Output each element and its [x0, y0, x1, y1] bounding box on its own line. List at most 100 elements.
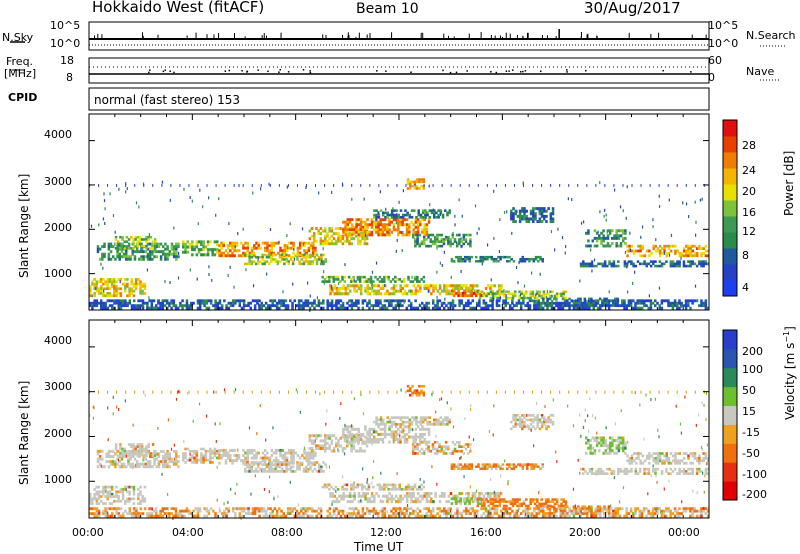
power-cell [281, 251, 284, 255]
power-cell [206, 248, 210, 252]
velocity-cell [253, 454, 256, 458]
power-cell [669, 304, 672, 308]
velocity-cell [350, 425, 354, 429]
power-cell [357, 218, 361, 222]
velocity-cell [119, 488, 123, 491]
velocity-cell [468, 463, 471, 466]
power-speckle [680, 304, 683, 308]
velocity-cell [412, 492, 415, 496]
power-cell [319, 237, 323, 241]
power-cell [376, 278, 379, 281]
power-cell [253, 304, 257, 308]
velocity-cell [411, 485, 415, 489]
power-speckle [608, 290, 610, 294]
power-cell [372, 223, 376, 227]
velocity-cell [166, 452, 169, 456]
power-cell [244, 262, 247, 266]
power-cell [540, 214, 544, 218]
velocity-cell [480, 498, 484, 501]
power-cell [540, 212, 544, 216]
power-cell [368, 230, 372, 234]
power-cell [443, 284, 446, 288]
power-cell [601, 262, 605, 266]
power-cell [518, 290, 521, 293]
power-cell [416, 223, 420, 227]
power-speckle [218, 197, 220, 201]
power-cell [559, 306, 562, 310]
velocity-cell [123, 499, 127, 503]
power-speckle [626, 185, 628, 189]
power-cell [113, 285, 116, 288]
velocity-cell [270, 467, 273, 471]
velocity-cell [492, 465, 496, 468]
power-cell [562, 294, 566, 298]
velocity-cell [296, 461, 299, 464]
power-speckle [388, 231, 390, 235]
power-cell [611, 241, 614, 245]
power-cell [667, 247, 671, 251]
power-cell [366, 223, 369, 227]
power-cell [523, 260, 527, 263]
power-cell [491, 294, 495, 298]
velocity-cell [132, 502, 136, 505]
power-cell [541, 260, 544, 263]
power-cell [107, 245, 111, 249]
power-cell [172, 245, 176, 249]
power-cell [447, 306, 450, 310]
velocity-cell [146, 460, 150, 464]
velocity-cell [542, 502, 546, 506]
velocity-cell [412, 500, 415, 504]
power-cell [298, 246, 302, 250]
power-cell [656, 249, 660, 253]
velocity-cell [619, 441, 623, 445]
power-cell [326, 306, 329, 310]
velocity-cell [259, 456, 263, 460]
velocity-cell [466, 467, 469, 471]
power-speckle [426, 211, 428, 215]
power-cell [671, 304, 675, 308]
power-cell [253, 299, 257, 303]
velocity-cell [455, 465, 458, 468]
power-cell [116, 255, 119, 259]
velocity-cell [414, 427, 418, 431]
velocity-cell [615, 451, 618, 455]
power-cell [125, 235, 129, 239]
power-speckle [353, 278, 355, 282]
power-cell [328, 275, 331, 279]
velocity-cell [411, 449, 415, 453]
velocity-cell [419, 438, 422, 442]
velocity-cell [361, 485, 364, 489]
power-cell [549, 290, 552, 293]
power-cell [381, 284, 385, 288]
power-cell [523, 207, 526, 211]
power-cell [523, 212, 526, 216]
power-cell [140, 244, 144, 248]
velocity-cell [550, 505, 554, 509]
velocity-cell [480, 492, 483, 496]
velocity-cell [530, 465, 533, 468]
velocity-cell [140, 452, 144, 455]
power-cell [99, 280, 103, 284]
velocity-cell [464, 447, 468, 451]
power-cell [363, 275, 366, 279]
power-cell [108, 280, 112, 284]
power-cell [260, 304, 263, 308]
power-speckle [495, 259, 497, 263]
velocity-cell [382, 418, 385, 422]
power-cell [399, 304, 402, 308]
velocity-cell [589, 444, 592, 448]
velocity-cell [390, 420, 394, 424]
power-cell [110, 280, 114, 284]
power-cell [421, 209, 425, 212]
power-speckle [331, 190, 333, 194]
power-cell [408, 215, 412, 219]
power-cell [682, 262, 686, 266]
power-cell [702, 304, 705, 308]
velocity-cell [608, 449, 612, 453]
power-cell [615, 231, 618, 235]
velocity-cell [372, 485, 375, 489]
power-speckle [301, 227, 304, 231]
power-cell [414, 240, 417, 243]
power-cell [222, 244, 226, 248]
power-speckle [577, 303, 579, 307]
